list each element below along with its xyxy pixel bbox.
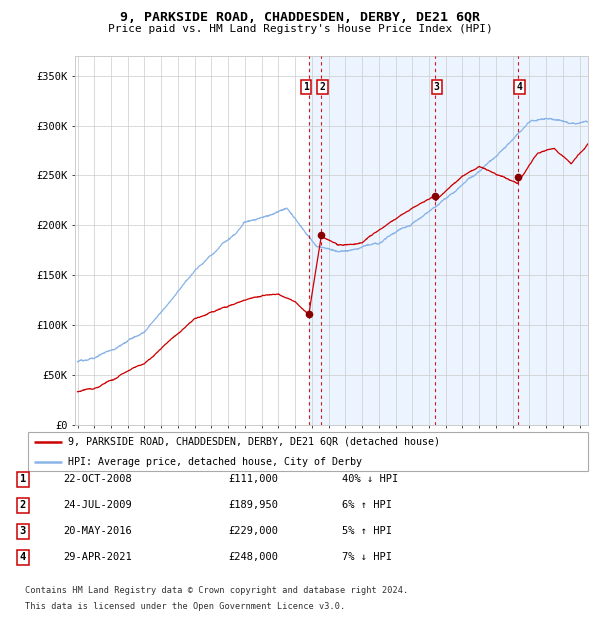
Text: 4: 4: [517, 82, 523, 92]
Bar: [308, 56, 600, 425]
Text: 24-JUL-2009: 24-JUL-2009: [63, 500, 132, 510]
Text: 9, PARKSIDE ROAD, CHADDESDEN, DERBY, DE21 6QR: 9, PARKSIDE ROAD, CHADDESDEN, DERBY, DE2…: [120, 11, 480, 24]
Text: This data is licensed under the Open Government Licence v3.0.: This data is licensed under the Open Gov…: [25, 602, 346, 611]
Text: Price paid vs. HM Land Registry's House Price Index (HPI): Price paid vs. HM Land Registry's House …: [107, 24, 493, 33]
Text: 7% ↓ HPI: 7% ↓ HPI: [342, 552, 392, 562]
Text: £189,950: £189,950: [228, 500, 278, 510]
Text: Contains HM Land Registry data © Crown copyright and database right 2024.: Contains HM Land Registry data © Crown c…: [25, 586, 409, 595]
Text: £248,000: £248,000: [228, 552, 278, 562]
Text: 1: 1: [20, 474, 26, 484]
Text: 22-OCT-2008: 22-OCT-2008: [63, 474, 132, 484]
Text: 9, PARKSIDE ROAD, CHADDESDEN, DERBY, DE21 6QR (detached house): 9, PARKSIDE ROAD, CHADDESDEN, DERBY, DE2…: [68, 436, 440, 446]
Text: 40% ↓ HPI: 40% ↓ HPI: [342, 474, 398, 484]
Text: HPI: Average price, detached house, City of Derby: HPI: Average price, detached house, City…: [68, 457, 362, 467]
Text: 5% ↑ HPI: 5% ↑ HPI: [342, 526, 392, 536]
Text: 2: 2: [320, 82, 325, 92]
Text: 4: 4: [20, 552, 26, 562]
Text: 6% ↑ HPI: 6% ↑ HPI: [342, 500, 392, 510]
Text: £111,000: £111,000: [228, 474, 278, 484]
FancyBboxPatch shape: [28, 432, 588, 471]
Text: 20-MAY-2016: 20-MAY-2016: [63, 526, 132, 536]
Text: 3: 3: [20, 526, 26, 536]
Text: 29-APR-2021: 29-APR-2021: [63, 552, 132, 562]
Text: £229,000: £229,000: [228, 526, 278, 536]
Text: 2: 2: [20, 500, 26, 510]
Text: 3: 3: [434, 82, 440, 92]
Text: 1: 1: [303, 82, 308, 92]
